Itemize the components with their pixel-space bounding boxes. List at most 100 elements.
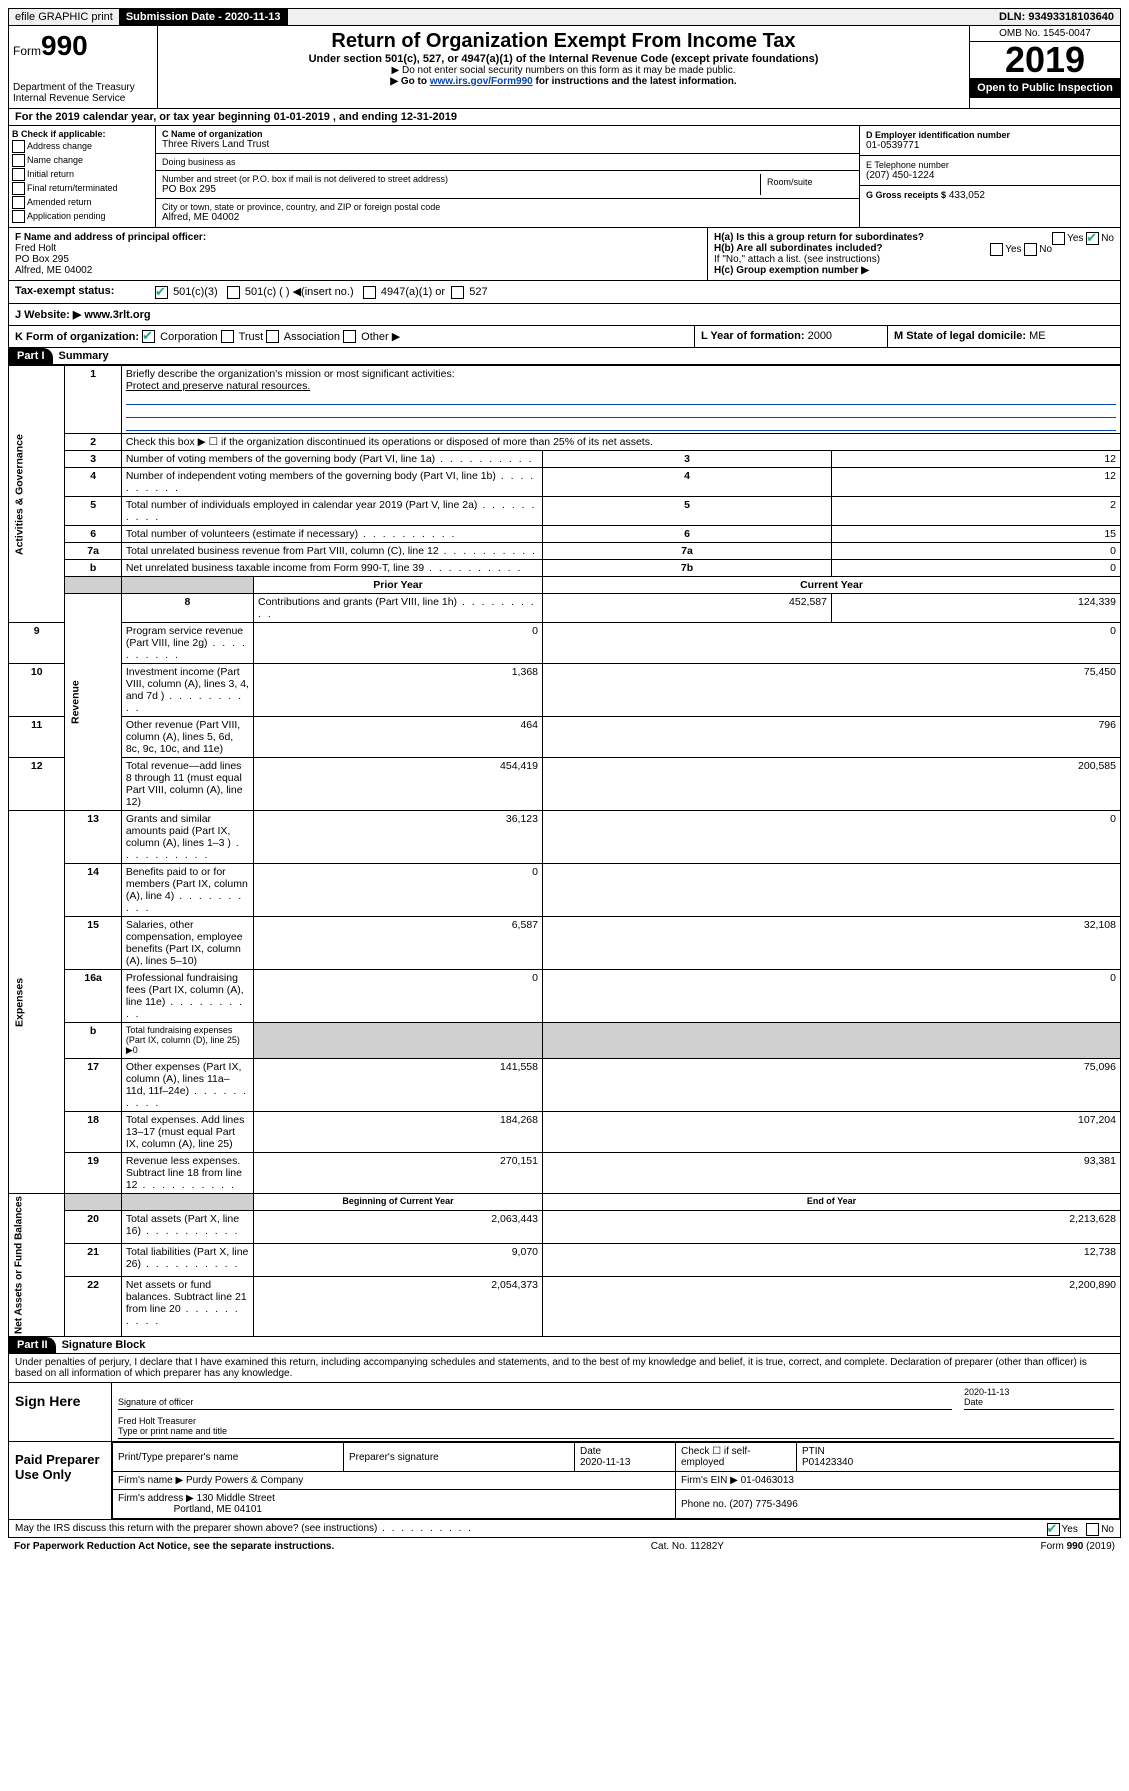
table-row: 18Total expenses. Add lines 13–17 (must … bbox=[9, 1112, 1121, 1153]
table-row: 22Net assets or fund balances. Subtract … bbox=[9, 1277, 1121, 1337]
table-row: 3Number of voting members of the governi… bbox=[9, 451, 1121, 468]
officer-line1: Fred Holt bbox=[15, 243, 701, 254]
tax-year: 2019 bbox=[970, 42, 1120, 78]
chk-4947[interactable] bbox=[363, 286, 376, 299]
table-row: 11Other revenue (Part VIII, column (A), … bbox=[9, 717, 1121, 758]
discuss-row: May the IRS discuss this return with the… bbox=[8, 1520, 1121, 1538]
hb-note: If "No," attach a list. (see instruction… bbox=[714, 254, 1114, 265]
goto-post: for instructions and the latest informat… bbox=[536, 76, 737, 87]
chk-corporation[interactable] bbox=[142, 330, 155, 343]
ha-yes[interactable] bbox=[1052, 232, 1065, 245]
room-label: Room/suite bbox=[761, 174, 853, 195]
i-label: Tax-exempt status: bbox=[15, 285, 155, 299]
table-row: 7aTotal unrelated business revenue from … bbox=[9, 543, 1121, 560]
form-header: Form990 Department of the Treasury Inter… bbox=[8, 26, 1121, 109]
c-name-label: C Name of organization bbox=[162, 129, 853, 139]
telephone: (207) 450-1224 bbox=[866, 170, 1114, 181]
prep-date: 2020-11-13 bbox=[580, 1457, 630, 1468]
dba-label: Doing business as bbox=[162, 157, 853, 167]
col-beginning: Beginning of Current Year bbox=[254, 1194, 543, 1211]
row-klm: K Form of organization: Corporation Trus… bbox=[8, 326, 1121, 349]
firm-phone-l: Phone no. bbox=[681, 1499, 727, 1510]
officer-line3: Alfred, ME 04002 bbox=[15, 265, 701, 276]
sign-here-label: Sign Here bbox=[9, 1383, 112, 1441]
e-label: E Telephone number bbox=[866, 160, 1114, 170]
part2-bar: Part II Signature Block bbox=[8, 1337, 1121, 1354]
firm-addr2: Portland, ME 04101 bbox=[174, 1504, 262, 1515]
year-formation: 2000 bbox=[808, 330, 832, 342]
state-domicile: ME bbox=[1029, 330, 1046, 342]
gross-receipts: 433,052 bbox=[949, 190, 985, 201]
form-title: Return of Organization Exempt From Incom… bbox=[162, 30, 965, 53]
part2-header: Part II bbox=[9, 1337, 56, 1353]
prep-date-h: Date bbox=[580, 1446, 601, 1457]
ha-no[interactable] bbox=[1086, 232, 1099, 245]
j-label: J Website: ▶ bbox=[15, 309, 81, 321]
hc-label: H(c) Group exemption number ▶ bbox=[714, 265, 1114, 276]
page-footer: For Paperwork Reduction Act Notice, see … bbox=[8, 1538, 1121, 1555]
m-label: M State of legal domicile: bbox=[894, 330, 1026, 342]
q2-label: Check this box ▶ ☐ if the organization d… bbox=[121, 434, 1120, 451]
chk-address-change[interactable]: Address change bbox=[12, 140, 152, 153]
part1-title: Summary bbox=[53, 348, 115, 364]
table-row: 6Total number of volunteers (estimate if… bbox=[9, 526, 1121, 543]
dln: DLN: 93493318103640 bbox=[993, 9, 1120, 25]
prep-check: Check ☐ if self-employed bbox=[676, 1443, 797, 1472]
chk-final-return[interactable]: Final return/terminated bbox=[12, 182, 152, 195]
firm-ein-l: Firm's EIN ▶ bbox=[681, 1475, 738, 1486]
section-a: For the 2019 calendar year, or tax year … bbox=[8, 109, 1121, 126]
chk-association[interactable] bbox=[266, 330, 279, 343]
side-activities: Activities & Governance bbox=[9, 366, 65, 623]
addr-label: Number and street (or P.O. box if mail i… bbox=[162, 174, 760, 184]
topbar: efile GRAPHIC print Submission Date - 20… bbox=[8, 8, 1121, 26]
part1-table: Activities & Governance 1 Briefly descri… bbox=[8, 365, 1121, 1337]
efile-label: efile GRAPHIC print bbox=[9, 9, 120, 25]
footer-left: For Paperwork Reduction Act Notice, see … bbox=[14, 1541, 334, 1552]
chk-501c3[interactable] bbox=[155, 286, 168, 299]
firm-name-l: Firm's name ▶ bbox=[118, 1475, 183, 1486]
table-row: 20Total assets (Part X, line 16)2,063,44… bbox=[9, 1211, 1121, 1244]
chk-application-pending[interactable]: Application pending bbox=[12, 210, 152, 223]
footer-right: Form 990 (2019) bbox=[1041, 1541, 1115, 1552]
table-row: 19Revenue less expenses. Subtract line 1… bbox=[9, 1153, 1121, 1194]
paid-preparer-label: Paid Preparer Use Only bbox=[9, 1442, 112, 1519]
chk-other[interactable] bbox=[343, 330, 356, 343]
side-revenue: Revenue bbox=[65, 594, 121, 811]
chk-501c[interactable] bbox=[227, 286, 240, 299]
hb-no[interactable] bbox=[1024, 243, 1037, 256]
chk-trust[interactable] bbox=[221, 330, 234, 343]
col-end: End of Year bbox=[543, 1194, 1121, 1211]
discuss-text: May the IRS discuss this return with the… bbox=[15, 1523, 473, 1534]
block-bcdeg: B Check if applicable: Address change Na… bbox=[8, 126, 1121, 228]
table-row: 12Total revenue—add lines 8 through 11 (… bbox=[9, 758, 1121, 811]
table-row: 15Salaries, other compensation, employee… bbox=[9, 917, 1121, 970]
city-label: City or town, state or province, country… bbox=[162, 202, 853, 212]
b-label: B Check if applicable: bbox=[12, 129, 152, 139]
ha-label: H(a) Is this a group return for subordin… bbox=[714, 232, 924, 243]
discuss-no[interactable] bbox=[1086, 1523, 1099, 1536]
type-name-label: Type or print name and title bbox=[118, 1426, 227, 1436]
chk-name-change[interactable]: Name change bbox=[12, 154, 152, 167]
chk-527[interactable] bbox=[451, 286, 464, 299]
open-public: Open to Public Inspection bbox=[970, 78, 1120, 98]
d-label: D Employer identification number bbox=[866, 130, 1114, 140]
irs-link[interactable]: www.irs.gov/Form990 bbox=[430, 76, 533, 87]
chk-initial-return[interactable]: Initial return bbox=[12, 168, 152, 181]
table-row: 4Number of independent voting members of… bbox=[9, 468, 1121, 497]
mission-text: Protect and preserve natural resources. bbox=[126, 380, 1116, 392]
ein: 01-0539771 bbox=[866, 140, 1114, 151]
hb-label: H(b) Are all subordinates included? bbox=[714, 243, 883, 254]
firm-addr1: 130 Middle Street bbox=[197, 1493, 275, 1504]
table-row: bTotal fundraising expenses (Part IX, co… bbox=[9, 1023, 1121, 1059]
ptin: P01423340 bbox=[802, 1457, 853, 1468]
row-tax-exempt: Tax-exempt status: 501(c)(3) 501(c) ( ) … bbox=[8, 281, 1121, 304]
q1-label: Briefly describe the organization's miss… bbox=[126, 368, 1116, 380]
website-value: www.3rlt.org bbox=[84, 309, 150, 321]
prep-sig-h: Preparer's signature bbox=[344, 1443, 575, 1472]
hb-yes[interactable] bbox=[990, 243, 1003, 256]
chk-amended-return[interactable]: Amended return bbox=[12, 196, 152, 209]
k-label: K Form of organization: bbox=[15, 331, 139, 343]
discuss-yes[interactable] bbox=[1047, 1523, 1060, 1536]
sig-officer-label: Signature of officer bbox=[118, 1397, 193, 1407]
footer-mid: Cat. No. 11282Y bbox=[651, 1541, 724, 1552]
